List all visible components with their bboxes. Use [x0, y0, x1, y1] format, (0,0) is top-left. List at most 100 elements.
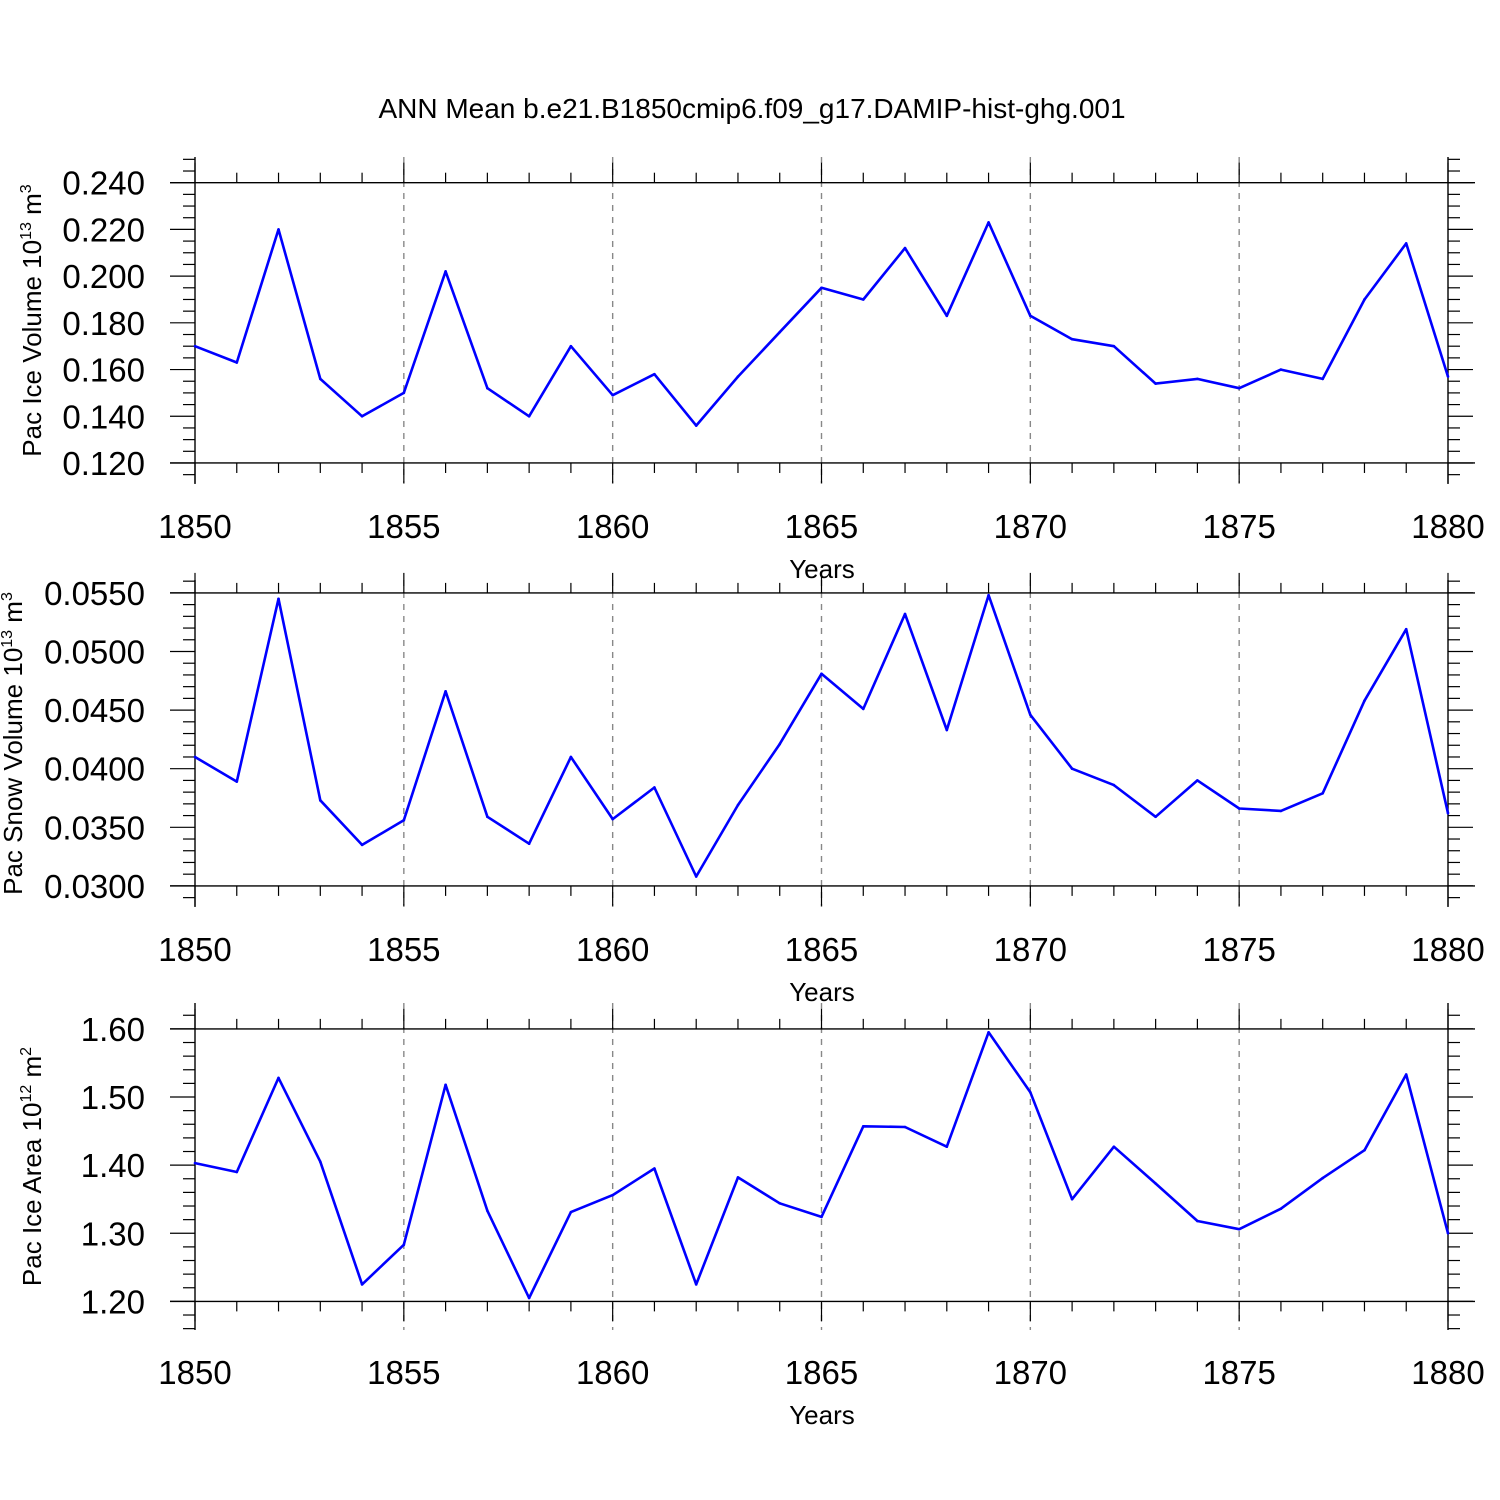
data-point: [360, 1283, 364, 1286]
data-point: [486, 1209, 489, 1213]
data-point: [1363, 298, 1366, 301]
data-point: [235, 1170, 239, 1174]
data-point: [945, 728, 949, 732]
data-point: [736, 803, 740, 807]
data-point: [1029, 713, 1032, 717]
data-point: [444, 1083, 447, 1087]
data-point: [653, 372, 656, 376]
data-point: [736, 1176, 740, 1179]
chart-title: ANN Mean b.e21.B1850cmip6.f09_g17.DAMIP-…: [378, 93, 1125, 124]
panel-ice-area: 1.20 1.30 1.40 1.50 1.60 1850 1855 1860 1865 1870…: [17, 1003, 1485, 1430]
data-point: [694, 424, 698, 427]
x-tick-label: 1880: [1411, 1354, 1484, 1391]
y-tick-label: 0.0300: [44, 868, 145, 905]
data-point: [360, 414, 364, 418]
data-point: [1154, 1182, 1157, 1185]
y-tick-label: 0.0450: [44, 692, 145, 729]
data-point: [987, 1030, 990, 1034]
data-point: [1154, 815, 1157, 819]
data-point: [1237, 386, 1241, 390]
series-line-ice-volume: [194, 221, 1450, 427]
data-point: [235, 361, 239, 364]
data-point: [653, 786, 656, 789]
x-tick-label: 1870: [994, 1354, 1067, 1391]
data-point: [903, 1125, 907, 1129]
data-point: [694, 875, 698, 878]
data-point: [653, 1167, 656, 1170]
data-point: [1196, 779, 1199, 782]
x-axis-label: Years: [789, 1400, 855, 1430]
data-point: [193, 755, 197, 759]
x-tick-label: 1850: [158, 508, 231, 545]
data-point: [569, 755, 573, 759]
data-point: [1029, 314, 1032, 318]
y-axis-label: Pac Ice Volume 1013 m3: [17, 184, 47, 457]
data-point: [1363, 699, 1366, 703]
data-point: [444, 270, 447, 273]
data-point: [1446, 811, 1450, 815]
y-tick-label: 0.120: [62, 445, 145, 482]
data-point: [1070, 1197, 1074, 1201]
data-point: [1404, 1073, 1408, 1076]
data-point: [1279, 809, 1283, 813]
data-point: [861, 1125, 865, 1128]
x-tick-label: 1880: [1411, 508, 1484, 545]
data-point: [1112, 1145, 1116, 1149]
data-point: [1112, 344, 1116, 348]
y-tick-label: 0.220: [62, 211, 145, 248]
data-point: [319, 799, 322, 802]
x-tick-label: 1860: [576, 931, 649, 968]
data-point: [1196, 1219, 1199, 1223]
data-point: [611, 817, 614, 821]
data-point: [277, 597, 280, 601]
data-point: [1154, 382, 1157, 385]
data-point: [611, 1193, 614, 1197]
data-point: [736, 375, 740, 378]
y-tick-label: 1.40: [81, 1147, 145, 1184]
data-point: [1237, 1227, 1241, 1231]
data-point: [402, 818, 406, 822]
y-axis-label-superscript: 2: [18, 1047, 35, 1056]
data-point: [402, 391, 406, 395]
data-point: [444, 690, 447, 693]
data-point: [1404, 627, 1408, 631]
y-tick-label: 1.60: [81, 1011, 145, 1048]
data-point: [945, 314, 949, 318]
x-tick-label: 1880: [1411, 931, 1484, 968]
x-tick-label: 1865: [785, 508, 858, 545]
x-tick-label: 1860: [576, 508, 649, 545]
data-point: [1237, 807, 1241, 810]
y-tick-label: 1.30: [81, 1215, 145, 1252]
data-point: [527, 1296, 531, 1300]
data-point: [1446, 1231, 1450, 1235]
data-point: [402, 1243, 406, 1247]
x-tick-label: 1855: [367, 931, 440, 968]
data-point: [1279, 368, 1283, 371]
data-point: [319, 377, 322, 381]
y-tick-label: 0.0400: [44, 751, 145, 788]
y-axis-label-superscript: 3: [18, 184, 35, 193]
y-tick-label: 0.180: [62, 305, 145, 342]
x-tick-label: 1875: [1202, 508, 1275, 545]
data-point: [945, 1145, 949, 1149]
data-point: [527, 414, 531, 418]
data-point: [1446, 375, 1450, 378]
y-tick-label: 0.0350: [44, 809, 145, 846]
y-axis-label-superscript: 3: [0, 592, 16, 601]
x-tick-label: 1875: [1202, 931, 1275, 968]
data-point: [235, 780, 239, 783]
y-tick-label: 1.50: [81, 1079, 145, 1116]
data-point: [1279, 1207, 1283, 1211]
data-point: [778, 742, 782, 746]
x-tick-label: 1850: [158, 931, 231, 968]
data-point: [277, 1076, 280, 1080]
data-point: [569, 344, 573, 348]
data-point: [319, 1160, 322, 1164]
data-point: [1070, 767, 1074, 770]
data-point: [820, 672, 823, 676]
x-tick-label: 1855: [367, 508, 440, 545]
data-point: [861, 707, 865, 711]
y-axis-label-part: Pac Ice Area 10: [17, 1103, 47, 1287]
data-point: [569, 1210, 573, 1214]
